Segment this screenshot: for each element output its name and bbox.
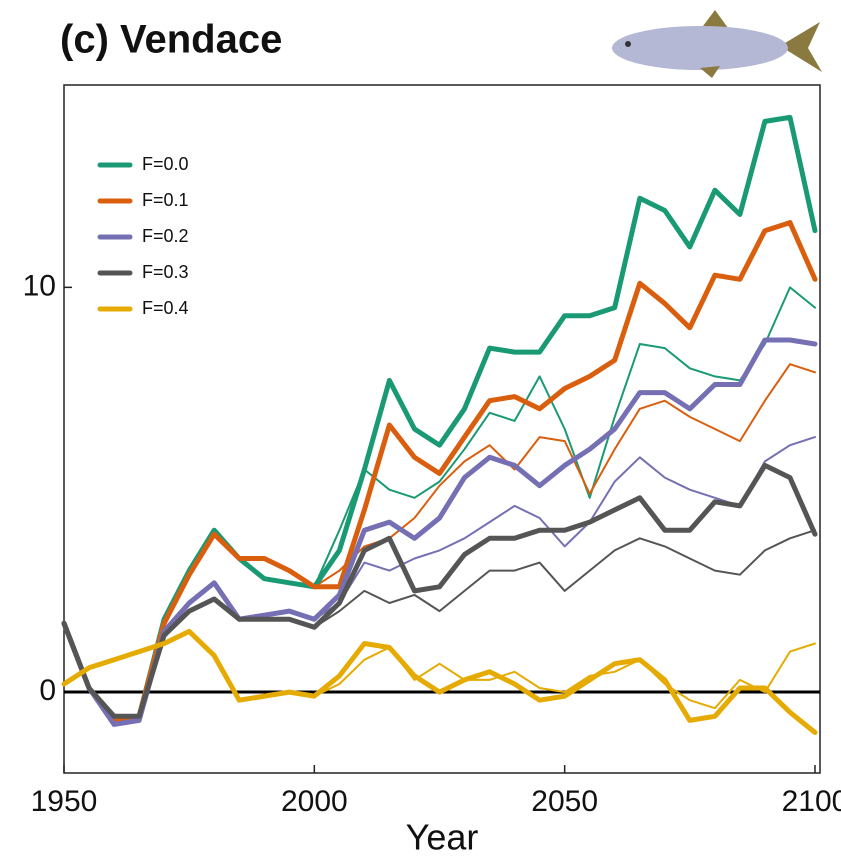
plot-frame <box>63 84 821 774</box>
series-line <box>61 462 818 719</box>
x-tick-label: 2050 <box>531 785 598 818</box>
series-line <box>63 630 816 710</box>
series-line <box>61 628 818 735</box>
x-axis-label: Year <box>406 817 479 858</box>
x-tick-label: 2000 <box>281 785 348 818</box>
legend-label: F=0.1 <box>142 190 189 210</box>
y-tick-label: 0 <box>39 674 56 707</box>
chart-title: (c) Vendace <box>60 18 282 62</box>
fish-icon <box>612 10 822 78</box>
x-tick-label: 2100 <box>782 785 841 818</box>
legend-label: F=0.3 <box>142 262 189 282</box>
series-line <box>63 286 816 722</box>
y-tick-label: 10 <box>23 269 56 302</box>
series-line <box>63 363 816 722</box>
series-line <box>61 337 818 727</box>
legend-label: F=0.0 <box>142 154 189 174</box>
legend-label: F=0.2 <box>142 226 189 246</box>
legend-label: F=0.4 <box>142 298 189 318</box>
series-line <box>61 220 818 723</box>
x-tick-label: 1950 <box>31 785 98 818</box>
